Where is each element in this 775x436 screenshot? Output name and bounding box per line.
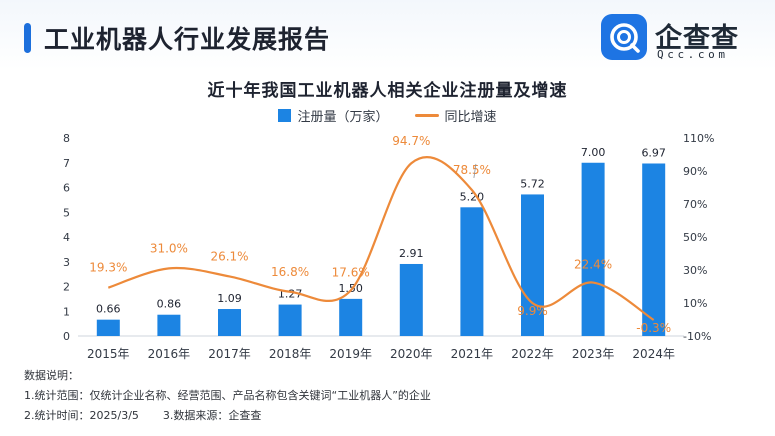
growth-rate-label: 78.5% xyxy=(453,163,491,177)
y-left-tick-label: 6 xyxy=(63,182,70,195)
growth-rate-label: -0.3% xyxy=(636,321,671,335)
y-right-tick-label: 90% xyxy=(683,165,707,178)
y-left-tick-label: 2 xyxy=(63,281,70,294)
bar xyxy=(278,304,302,336)
chart-title: 近十年我国工业机器人相关企业注册量及增速 xyxy=(207,81,568,101)
y-right-tick-label: 30% xyxy=(683,264,707,277)
y-left-tick-label: 3 xyxy=(63,256,70,269)
bar-value-label: 5.72 xyxy=(520,177,545,190)
growth-rate-label: 22.4% xyxy=(574,258,612,272)
growth-rate-label: 16.8% xyxy=(271,265,309,279)
x-tick-label: 2022年 xyxy=(511,347,554,361)
x-tick-label: 2021年 xyxy=(451,347,494,361)
qcc-logo-icon xyxy=(601,14,647,60)
bar xyxy=(521,194,544,336)
x-tick-label: 2020年 xyxy=(390,347,433,361)
x-tick-label: 2023年 xyxy=(572,347,615,361)
bar xyxy=(96,319,120,336)
y-right-tick-label: 110% xyxy=(683,132,714,145)
y-right-tick-label: 10% xyxy=(683,297,707,310)
report-title: 工业机器人行业发展报告 xyxy=(44,25,331,54)
bar xyxy=(218,309,241,336)
notes-heading: 数据说明： xyxy=(24,369,79,382)
brand-domain: Qcc.com xyxy=(657,48,729,61)
notes-time-source: 2.统计时间：2025/3/5 3.数据来源：企查查 xyxy=(24,406,431,426)
bar xyxy=(339,298,363,336)
x-tick-label: 2016年 xyxy=(148,347,191,361)
brand-logo: 企查查 Qcc.com xyxy=(601,14,761,64)
x-tick-label: 2018年 xyxy=(269,347,312,361)
bar-value-label: 2.91 xyxy=(399,247,424,260)
legend-bar-swatch xyxy=(278,109,292,122)
y-left-tick-label: 5 xyxy=(63,206,70,219)
bar-value-label: 1.09 xyxy=(217,292,242,305)
bar-value-label: 0.86 xyxy=(157,298,182,311)
y-right-tick-label: 70% xyxy=(683,198,707,211)
growth-rate-label: 26.1% xyxy=(210,249,248,263)
bar-value-label: 7.00 xyxy=(581,146,606,159)
legend-label-registrations: 注册量（万家） xyxy=(297,110,389,125)
legend-item-growth: 同比增速 xyxy=(414,106,497,125)
y-left-tick-label: 0 xyxy=(63,330,70,343)
legend-item-registrations: 注册量（万家） xyxy=(278,106,389,125)
notes-scope: 1.统计范围：仅统计企业名称、经营范围、产品名称包含关键词“工业机器人”的企业 xyxy=(24,389,431,402)
x-tick-label: 2015年 xyxy=(87,347,130,361)
y-left-tick-label: 4 xyxy=(63,231,70,244)
notes-source: 3.数据来源：企查查 xyxy=(162,409,262,422)
bar xyxy=(642,163,666,336)
y-left-tick-label: 7 xyxy=(63,157,70,170)
bar xyxy=(581,162,605,336)
growth-label-leader xyxy=(473,163,477,179)
growth-rate-line xyxy=(107,156,655,321)
bar xyxy=(399,263,423,336)
growth-rate-label: 19.3% xyxy=(89,261,127,275)
bar-value-label: 0.66 xyxy=(96,303,121,316)
x-tick-label: 2019年 xyxy=(329,347,372,361)
y-left-tick-label: 8 xyxy=(63,132,70,145)
y-right-tick-label: 50% xyxy=(683,231,707,244)
brand-name: 企查查 xyxy=(655,23,739,54)
bar xyxy=(157,314,181,336)
data-notes: 数据说明： 1.统计范围：仅统计企业名称、经营范围、产品名称包含关键词“工业机器… xyxy=(24,366,431,426)
legend-line-swatch xyxy=(414,114,439,117)
growth-rate-label: 31.0% xyxy=(150,241,188,255)
bar xyxy=(460,207,484,336)
legend-label-growth: 同比增速 xyxy=(444,110,497,125)
notes-time: 2.统计时间：2025/3/5 xyxy=(24,409,139,422)
y-left-tick-label: 1 xyxy=(63,305,70,318)
chart-legend: 注册量（万家） 同比增速 xyxy=(0,106,775,125)
growth-rate-label: 17.6% xyxy=(332,265,370,279)
x-tick-label: 2024年 xyxy=(632,347,675,361)
report-header: 工业机器人行业发展报告 企查查 Qcc.com xyxy=(0,0,775,70)
y-right-tick-label: -10% xyxy=(683,330,711,343)
bar-value-label: 1.50 xyxy=(338,282,363,295)
x-tick-label: 2017年 xyxy=(208,347,251,361)
bar-value-label: 6.97 xyxy=(641,146,666,159)
growth-rate-label: 9.9% xyxy=(517,304,548,318)
growth-rate-label: 94.7% xyxy=(392,134,430,148)
title-accent-bar xyxy=(24,23,31,53)
